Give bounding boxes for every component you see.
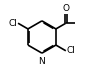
Text: Cl: Cl	[66, 46, 75, 55]
Text: O: O	[62, 4, 69, 13]
Text: Cl: Cl	[9, 19, 18, 28]
Text: N: N	[39, 57, 45, 66]
